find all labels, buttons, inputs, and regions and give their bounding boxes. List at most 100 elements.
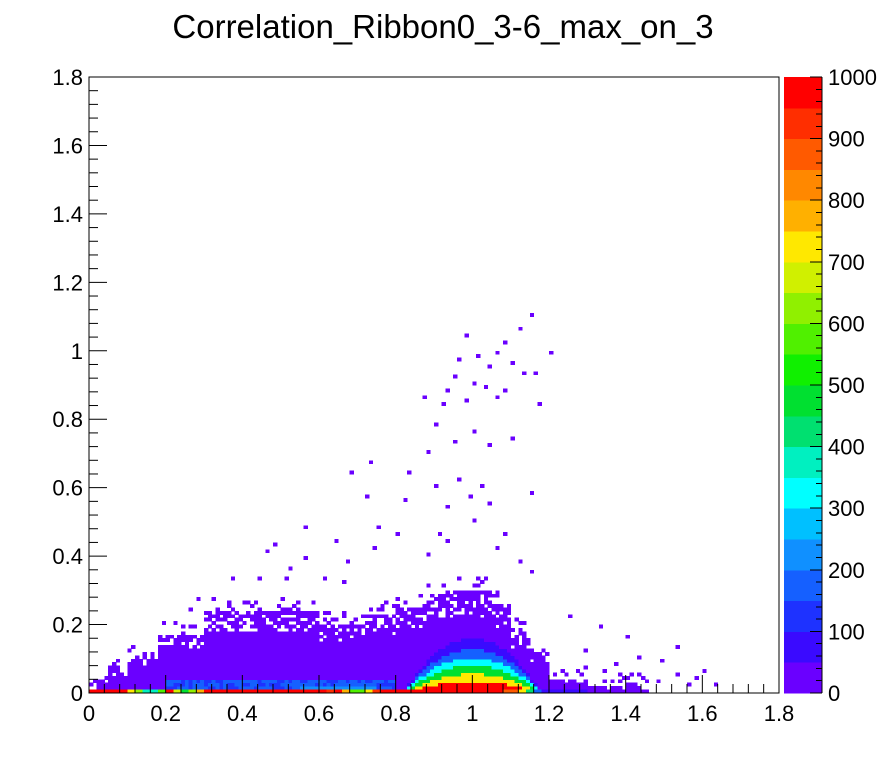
heatmap-cell bbox=[265, 549, 270, 554]
heatmap-cell bbox=[280, 610, 285, 615]
heatmap-cell bbox=[227, 662, 232, 667]
heatmap-cell bbox=[422, 682, 427, 687]
heatmap-cell bbox=[257, 669, 262, 673]
heatmap-cell bbox=[257, 679, 262, 684]
heatmap-cell bbox=[288, 610, 293, 615]
heatmap-cell bbox=[196, 679, 201, 684]
heatmap-cell bbox=[131, 679, 136, 684]
heatmap-cell bbox=[418, 682, 423, 687]
heatmap-cell bbox=[391, 651, 397, 656]
heatmap-cell bbox=[215, 641, 220, 646]
heatmap-cell bbox=[407, 686, 412, 691]
heatmap-cell bbox=[411, 641, 416, 646]
heatmap-cell bbox=[518, 675, 523, 680]
heatmap-cell bbox=[200, 638, 205, 643]
heatmap-cell bbox=[223, 638, 228, 643]
heatmap-cell bbox=[238, 658, 243, 663]
heatmap-cell bbox=[495, 645, 500, 650]
heatmap-cell bbox=[265, 682, 270, 687]
y-tick-label: 1.6 bbox=[52, 133, 83, 158]
heatmap-cell bbox=[223, 641, 228, 646]
heatmap-cell bbox=[211, 675, 216, 680]
heatmap-cell bbox=[675, 672, 680, 677]
heatmap-cell bbox=[591, 686, 596, 691]
heatmap-cell bbox=[330, 682, 335, 687]
heatmap-cell bbox=[319, 645, 324, 650]
heatmap-cell bbox=[437, 641, 443, 646]
heatmap-cell bbox=[388, 679, 393, 684]
heatmap-cell bbox=[365, 679, 370, 684]
heatmap-cell bbox=[453, 655, 458, 660]
heatmap-cell bbox=[468, 651, 473, 656]
heatmap-cell bbox=[414, 631, 420, 636]
heatmap-cell bbox=[372, 645, 377, 650]
heatmap-cell bbox=[545, 665, 550, 670]
heatmap-cell bbox=[357, 655, 362, 660]
heatmap-cell bbox=[230, 686, 236, 691]
heatmap-cell bbox=[541, 672, 546, 677]
heatmap-cell bbox=[154, 679, 159, 684]
heatmap-cell bbox=[127, 669, 132, 673]
heatmap-cell bbox=[495, 675, 500, 680]
heatmap-cell bbox=[142, 669, 147, 673]
heatmap-cell bbox=[518, 621, 523, 626]
heatmap-cell bbox=[460, 648, 466, 653]
heatmap-cell bbox=[196, 682, 201, 687]
heatmap-cell bbox=[135, 662, 140, 667]
heatmap-cell bbox=[219, 686, 224, 691]
heatmap-cell bbox=[342, 580, 347, 584]
heatmap-cell bbox=[219, 641, 224, 646]
heatmap-cell bbox=[223, 627, 228, 632]
heatmap-cell bbox=[526, 641, 531, 646]
heatmap-cell bbox=[330, 641, 335, 646]
heatmap-cell bbox=[529, 672, 535, 677]
heatmap-cell bbox=[503, 638, 508, 643]
heatmap-cell bbox=[541, 665, 546, 670]
heatmap-cell bbox=[499, 634, 504, 639]
heatmap-cell bbox=[411, 614, 416, 619]
heatmap-cell bbox=[411, 648, 416, 653]
heatmap-cell bbox=[230, 679, 236, 684]
heatmap-cell bbox=[265, 662, 270, 667]
heatmap-cell bbox=[219, 634, 224, 639]
heatmap-cell bbox=[219, 627, 224, 632]
heatmap-cell bbox=[299, 624, 305, 629]
heatmap-cell bbox=[403, 638, 408, 643]
heatmap-cell bbox=[280, 641, 285, 646]
heatmap-cell bbox=[449, 682, 454, 687]
heatmap-cell bbox=[169, 651, 174, 656]
heatmap-cell bbox=[196, 638, 201, 643]
heatmap-cell bbox=[687, 682, 692, 687]
heatmap-cell bbox=[434, 610, 439, 615]
heatmap-cell bbox=[483, 638, 489, 643]
heatmap-cell bbox=[380, 675, 385, 680]
heatmap-cell bbox=[250, 675, 255, 680]
heatmap-cell bbox=[449, 631, 454, 636]
heatmap-cell bbox=[487, 648, 492, 653]
heatmap-cell bbox=[541, 669, 546, 673]
heatmap-cell bbox=[338, 686, 343, 691]
heatmap-cell bbox=[391, 604, 397, 608]
heatmap-cell bbox=[123, 679, 128, 684]
heatmap-cell bbox=[545, 686, 550, 691]
heatmap-cell bbox=[560, 669, 565, 673]
heatmap-cell bbox=[529, 648, 535, 653]
heatmap-cell bbox=[234, 682, 239, 687]
heatmap-cell bbox=[399, 651, 404, 656]
heatmap-cell bbox=[537, 662, 542, 667]
heatmap-cell bbox=[181, 689, 190, 694]
heatmap-cell bbox=[391, 655, 397, 660]
heatmap-cell bbox=[510, 655, 515, 660]
heatmap-cell bbox=[345, 559, 351, 564]
heatmap-cell bbox=[280, 631, 285, 636]
heatmap-cell bbox=[315, 631, 320, 636]
heatmap-cell bbox=[537, 672, 542, 677]
heatmap-cell bbox=[338, 651, 343, 656]
heatmap-cell bbox=[330, 672, 335, 677]
heatmap-cell bbox=[468, 614, 473, 619]
heatmap-cell bbox=[514, 617, 519, 622]
heatmap-cell bbox=[407, 648, 412, 653]
heatmap-cell bbox=[449, 651, 454, 656]
heatmap-cell bbox=[257, 610, 262, 615]
heatmap-cell bbox=[131, 645, 136, 650]
